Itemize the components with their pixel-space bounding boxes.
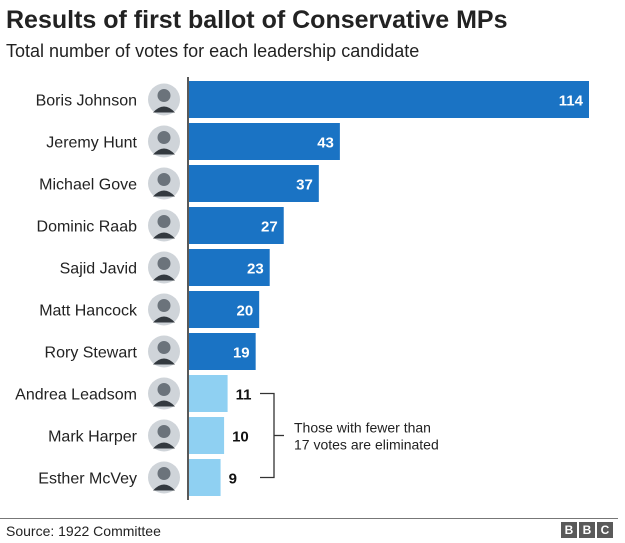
value-label: 11 (236, 387, 252, 404)
bar (189, 165, 319, 202)
bar (189, 81, 589, 118)
category-label: Boris Johnson (36, 93, 137, 110)
portrait-body-icon (153, 148, 175, 155)
eliminated-bracket (260, 392, 275, 479)
portrait-body-icon (153, 190, 175, 197)
bar (189, 375, 228, 412)
annotation-text: Those with fewer than (294, 420, 431, 436)
category-label: Dominic Raab (37, 219, 138, 236)
value-label: 19 (233, 345, 250, 362)
value-label: 10 (232, 429, 249, 446)
portrait-body-icon (153, 358, 175, 365)
portrait-head-icon (157, 215, 171, 228)
bar-chart: Boris Johnson 114 Jeremy Hunt 43 Michael Gov… (15, 77, 589, 500)
portrait-head-icon (157, 341, 171, 354)
footer-divider (0, 518, 618, 519)
value-label: 23 (247, 261, 264, 278)
annotation-text: 17 votes are eliminated (294, 437, 439, 453)
portrait-body-icon (153, 106, 175, 113)
category-label: Sajid Javid (60, 261, 137, 278)
value-label: 37 (296, 177, 313, 194)
portrait-head-icon (157, 89, 171, 102)
portrait-head-icon (157, 299, 171, 312)
category-label: Jeremy Hunt (46, 135, 137, 152)
chart-subtitle: Total number of votes for each leadershi… (6, 41, 420, 61)
portrait-body-icon (153, 274, 175, 281)
portrait-head-icon (157, 131, 171, 144)
category-label: Esther McVey (38, 471, 137, 488)
bar (189, 123, 340, 160)
portrait-body-icon (153, 232, 175, 239)
portrait-body-icon (153, 316, 175, 323)
bbc-logo-letter: B (579, 522, 595, 538)
value-label: 9 (229, 471, 237, 488)
portrait-body-icon (153, 484, 175, 491)
bbc-logo: B B C (561, 522, 613, 538)
portrait-head-icon (157, 425, 171, 438)
source-note: Source: 1922 Committee (6, 523, 161, 539)
chart-title: Results of first ballot of Conservative … (6, 6, 508, 34)
category-label: Michael Gove (39, 177, 137, 194)
portrait-head-icon (157, 467, 171, 480)
category-label: Matt Hancock (39, 303, 138, 320)
category-label: Rory Stewart (45, 345, 138, 362)
value-label: 43 (317, 135, 334, 152)
portrait-head-icon (157, 173, 171, 186)
portrait-body-icon (153, 442, 175, 449)
bar (189, 249, 270, 286)
bbc-logo-letter: C (597, 522, 613, 538)
bar (189, 333, 256, 370)
bbc-logo-letter: B (561, 522, 577, 538)
bar (189, 207, 284, 244)
value-label: 114 (559, 93, 584, 110)
value-label: 27 (261, 219, 278, 236)
portrait-head-icon (157, 383, 171, 396)
bar (189, 459, 221, 496)
category-label: Mark Harper (48, 429, 138, 446)
value-label: 20 (236, 303, 253, 320)
category-label: Andrea Leadsom (15, 387, 137, 404)
bar (189, 417, 225, 454)
portrait-head-icon (157, 257, 171, 270)
portrait-body-icon (153, 400, 175, 407)
bar (189, 291, 260, 328)
